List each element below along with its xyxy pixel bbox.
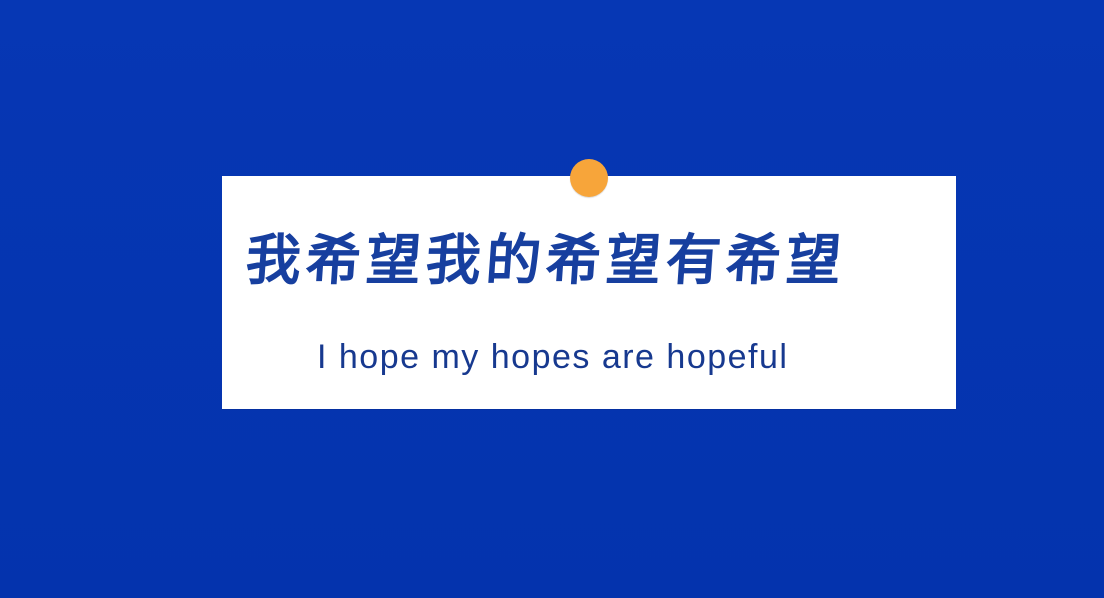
orange-pin xyxy=(570,159,608,197)
quote-card xyxy=(222,176,956,409)
chinese-quote: 我希望我的希望有希望 xyxy=(243,228,849,292)
english-quote: I hope my hopes are hopeful xyxy=(317,338,789,376)
